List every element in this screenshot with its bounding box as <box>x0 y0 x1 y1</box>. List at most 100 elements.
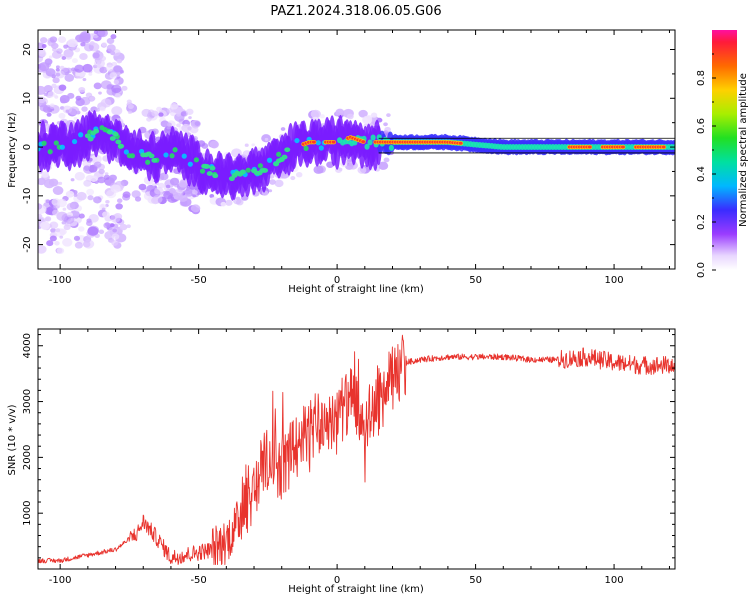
spectrogram-speckle <box>55 228 61 233</box>
spectrogram-ridge-green <box>87 136 94 142</box>
spectrogram-speckle <box>192 190 198 195</box>
spectrogram-speckle <box>235 199 244 206</box>
spectrogram-x-axis-label: Height of straight line (km) <box>288 284 424 295</box>
spectrogram-speckle <box>57 36 67 43</box>
spectrogram-speckle <box>83 165 91 171</box>
spectrogram-speckle <box>316 165 326 174</box>
spectrogram-speckle <box>55 70 65 79</box>
spectrogram-speckle <box>103 222 111 229</box>
spectrogram-ridge-mid <box>294 137 300 144</box>
spectrogram-speckle <box>67 38 78 48</box>
spectrogram-speckle <box>41 44 47 49</box>
x-tick-label: 0 <box>334 275 340 286</box>
spectrogram-speckle <box>251 143 256 147</box>
spectrogram-speckle <box>131 190 141 199</box>
spectrogram-speckle <box>102 211 110 218</box>
spectrogram-speckle <box>99 106 106 112</box>
spectrogram-ridge-green <box>148 153 155 159</box>
spectrogram-speckle <box>115 203 123 210</box>
spectrogram-speckle <box>82 77 87 82</box>
spectrogram-speckle <box>63 215 75 224</box>
spectrogram-speckle <box>111 84 122 94</box>
spectrogram-speckle <box>192 194 197 198</box>
spectrogram-speckle <box>97 30 108 38</box>
spectrogram-speckle <box>63 224 71 231</box>
spectrogram-ridge-mid <box>53 140 59 146</box>
spectrogram-ridge-green <box>112 131 119 137</box>
spectrogram-speckle <box>157 182 165 189</box>
spectrogram-speckle <box>225 199 233 206</box>
spectrogram-speckle <box>86 218 92 223</box>
y-tick-label: 3000 <box>22 389 33 414</box>
x-tick-label: 100 <box>605 575 624 586</box>
spectrogram-speckle <box>75 95 82 101</box>
spectrogram-speckle <box>104 172 109 176</box>
spectrogram-speckle <box>89 96 96 102</box>
spectrogram-speckle <box>78 213 85 219</box>
spectrogram-speckle <box>38 96 46 104</box>
x-tick-label: -100 <box>49 575 72 586</box>
spectrogram-speckle <box>74 64 84 73</box>
spectrogram-ridge-mid <box>181 153 187 159</box>
spectrogram-speckle <box>112 228 118 233</box>
spectrogram-speckle <box>146 117 152 122</box>
spectrogram-speckle <box>295 172 303 178</box>
spectrogram-ridge-mid <box>78 132 84 138</box>
spectrogram-speckle <box>49 221 59 229</box>
x-tick-label: 50 <box>469 575 482 586</box>
spectrogram-speckle <box>83 239 95 249</box>
spectrogram-ridge-mid <box>187 161 193 167</box>
colorbar-tick-label: 0.8 <box>696 70 707 86</box>
spectrogram-speckle <box>59 65 65 70</box>
spectrogram-speckle <box>111 61 118 67</box>
spectrogram-speckle <box>70 178 75 182</box>
spectrogram-speckle <box>384 126 391 133</box>
spectrogram-ridge-mid <box>123 149 129 155</box>
spectrogram-speckle <box>105 199 110 204</box>
spectrogram-speckle <box>97 176 106 184</box>
spectrogram-speckle <box>152 182 157 187</box>
spectrogram-speckle <box>95 107 101 112</box>
spectrogram-speckle <box>98 229 105 235</box>
spectrogram-speckle <box>166 122 172 127</box>
spectrogram-ridge-mid <box>38 146 41 152</box>
spectrogram-y-axis-label: Frequency (Hz) <box>7 112 18 188</box>
spectrogram-speckle <box>49 235 57 242</box>
spectrogram-speckle <box>169 177 180 186</box>
spectrogram-ridge-mid <box>376 134 382 141</box>
spectrogram-speckle <box>73 193 78 197</box>
snr-frame <box>37 328 676 570</box>
spectrogram-speckle <box>103 174 111 180</box>
spectrogram-speckle <box>87 195 94 201</box>
chart-title: PAZ1.2024.318.06.05.G06 <box>270 4 441 19</box>
spectrogram-speckle <box>110 34 117 40</box>
spectrogram-frame <box>37 29 676 270</box>
spectrogram-speckle <box>64 53 73 60</box>
x-tick-label: 50 <box>469 275 482 286</box>
spectrogram-speckle <box>126 224 131 229</box>
spectrogram-speckle <box>244 143 249 147</box>
spectrogram-speckle <box>122 191 131 198</box>
spectrogram-speckle <box>62 207 67 211</box>
snr-line <box>38 334 675 565</box>
spectrogram-speckle <box>93 196 102 204</box>
spectrogram-speckle <box>141 108 152 117</box>
spectrogram-ridge-mid <box>169 153 175 159</box>
spectrogram-speckle <box>52 77 60 84</box>
colorbar-gradient <box>712 30 737 270</box>
spectrogram-speckle <box>52 209 60 216</box>
spectrogram-speckle <box>209 140 219 149</box>
spectrogram-speckle <box>357 166 367 174</box>
spectrogram-speckle <box>170 102 178 110</box>
x-tick-label: -100 <box>49 275 72 286</box>
spectrogram-ridge-mid <box>276 151 282 157</box>
spectrogram-speckle <box>160 120 169 128</box>
spectrogram-speckle <box>67 92 75 99</box>
spectrogram-speckle <box>62 238 73 247</box>
spectrogram-speckle <box>56 198 67 208</box>
spectrogram-ridge-green <box>93 128 100 134</box>
spectrogram-speckle <box>99 55 107 62</box>
spectrogram-speckle <box>71 58 78 64</box>
